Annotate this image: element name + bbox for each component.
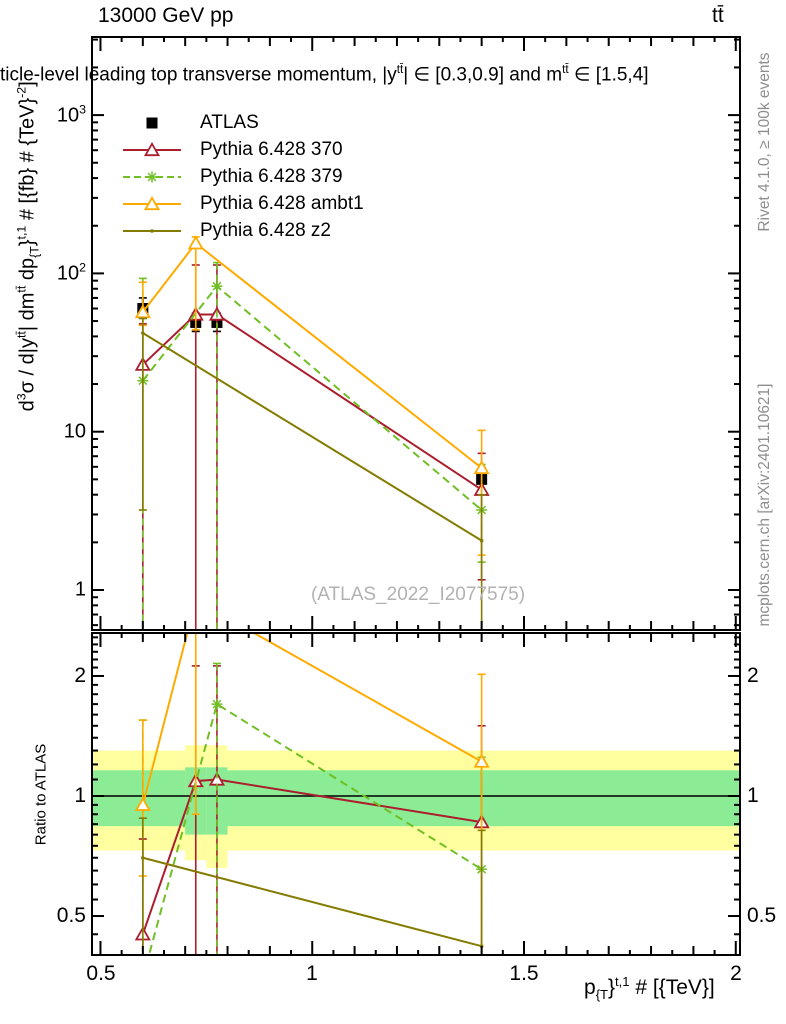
observable-title-part: ticle-level leading top transverse momen… — [0, 64, 397, 86]
observable-title-sup: tt̄ — [562, 63, 569, 76]
x-tick-label-1: 1 — [306, 962, 318, 985]
legend-marker-pythia-370 — [123, 141, 181, 156]
legend-marker-atlas — [146, 117, 158, 128]
legend-item-pythia-ambt1: Pythia 6.428 ambt1 — [120, 190, 364, 217]
x-tick-label-05: 0.5 — [86, 962, 116, 985]
observable-title-sup: tt̄ — [396, 63, 404, 76]
ratio-uncertainty-bands — [92, 745, 740, 868]
x-axis-title: p{T}t,1 # [{TeV}] — [584, 974, 715, 1003]
ratio-tick-left-05: 0.5 — [56, 904, 86, 927]
y-tick-label-100: 102 — [56, 260, 86, 285]
ratio-tick-right-05: 0.5 — [747, 904, 777, 927]
observable-title-part: | ∈ [0.3,0.9] and m — [403, 64, 563, 86]
legend-item-atlas: ATLAS — [120, 109, 364, 136]
legend: ATLAS Pythia 6.428 370 Pythia 6.428 379 … — [120, 109, 364, 244]
ratio-tick-left-1: 1 — [74, 784, 86, 807]
legend-label: ATLAS — [200, 111, 259, 133]
observable-title-part: ∈ [1.5,4] — [568, 64, 649, 86]
analysis-id-watermark: (ATLAS_2022_I2077575) — [310, 584, 526, 605]
ratio-panel-frame — [91, 632, 741, 956]
legend-label: Pythia 6.428 370 — [200, 138, 343, 160]
series-pythia-6-428-ambt1 — [134, 235, 490, 556]
x-tick-label-2: 2 — [730, 962, 742, 985]
legend-label: Pythia 6.428 ambt1 — [200, 192, 364, 214]
series-pythia-6-428-z2-ratio — [138, 817, 486, 955]
legend-marker-pythia-379 — [123, 171, 181, 182]
series-pythia-6-428-z2 — [138, 317, 486, 630]
ratio-tick-right-1: 1 — [747, 784, 759, 807]
legend-marker-pythia-ambt1 — [123, 195, 181, 210]
y-tick-label-10: 10 — [63, 420, 86, 443]
beam-energy-title: 13000 GeV pp — [98, 4, 234, 27]
legend-item-pythia-z2: Pythia 6.428 z2 — [120, 217, 364, 244]
series-pythia-6-428-370 — [134, 264, 490, 630]
x-tick-label-15: 1.5 — [509, 962, 539, 985]
y-tick-label-1000: 103 — [56, 102, 86, 127]
rivet-version-note: Rivet 4.1.0, ≥ 100k events — [756, 52, 773, 232]
ratio-tick-left-2: 2 — [74, 664, 86, 687]
legend-item-pythia-370: Pythia 6.428 370 — [120, 136, 364, 163]
ratio-axis-title: Ratio to ATLAS — [32, 743, 50, 846]
series-atlas — [137, 297, 488, 493]
main-panel-frame — [91, 36, 741, 631]
legend-item-pythia-379: Pythia 6.428 379 — [120, 163, 364, 190]
ratio-tick-right-2: 2 — [747, 664, 759, 687]
legend-marker-pythia-z2 — [123, 228, 181, 233]
y-tick-label-1: 1 — [74, 578, 86, 601]
observable-title: ticle-level leading top transverse momen… — [0, 63, 649, 86]
process-label: tt̄ — [712, 4, 724, 27]
legend-label: Pythia 6.428 z2 — [200, 219, 331, 241]
legend-label: Pythia 6.428 379 — [200, 165, 343, 187]
mcplots-arxiv-note: mcplots.cern.ch [arXiv:2401.10621] — [756, 383, 773, 627]
